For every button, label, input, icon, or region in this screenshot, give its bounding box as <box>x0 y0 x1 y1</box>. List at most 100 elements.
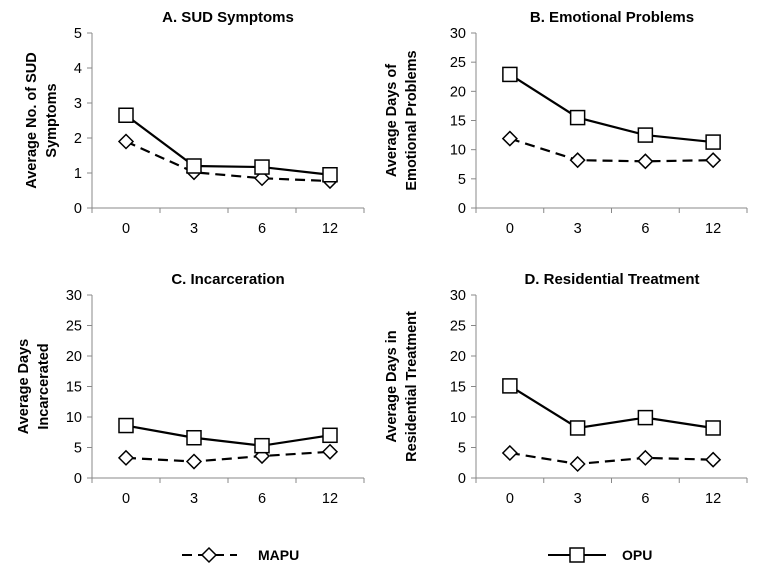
data-point-mapu <box>117 449 135 466</box>
y-tick-label: 0 <box>74 201 82 217</box>
y-tick-label: 5 <box>458 441 466 457</box>
y-tick-label: 3 <box>74 96 82 112</box>
data-point-mapu <box>117 133 135 150</box>
square-icon <box>569 547 585 563</box>
data-point-opu <box>118 417 134 434</box>
data-point-mapu <box>637 449 654 466</box>
legend-entry-mapu: MAPU <box>182 546 299 564</box>
y-tick-label: 1 <box>74 166 82 182</box>
chart-title: A. SUD Symptoms <box>162 9 294 26</box>
chart-panel-1: B. Emotional Problems Average Days of Emot… <box>384 9 748 237</box>
y-axis-label: Average Days of <box>384 64 400 177</box>
series-line-mapu <box>125 450 331 463</box>
chart-panels: A. SUD Symptoms Average No. of SUD Symptom… <box>16 9 748 507</box>
y-tick-label: 5 <box>74 441 82 457</box>
data-point-opu <box>186 429 202 446</box>
x-tick-label: 12 <box>322 491 338 507</box>
y-tick-label: 0 <box>458 471 466 487</box>
data-point-mapu <box>705 152 722 169</box>
data-point-mapu <box>569 152 586 169</box>
data-point-mapu <box>185 453 203 470</box>
legend-entry-opu: OPU <box>548 547 652 563</box>
y-tick-label: 25 <box>450 55 466 71</box>
data-point-opu <box>322 167 338 183</box>
series-line-opu <box>509 384 714 430</box>
data-point-opu <box>637 409 654 426</box>
chart-panel-0: A. SUD Symptoms Average No. of SUD Symptom… <box>24 9 365 237</box>
data-point-mapu <box>637 153 654 170</box>
y-axis-label: Emotional Problems <box>404 50 420 190</box>
x-tick-label: 12 <box>705 491 721 507</box>
series-line-mapu <box>125 140 331 183</box>
diamond-icon <box>200 546 218 564</box>
series-line-mapu <box>509 137 714 163</box>
data-point-opu <box>569 109 586 126</box>
x-tick-label: 6 <box>641 221 649 237</box>
y-tick-label: 15 <box>450 380 466 396</box>
data-point-opu <box>118 107 134 123</box>
y-axis-label: Average Days <box>16 339 32 434</box>
y-tick-label: 5 <box>74 26 82 42</box>
x-tick-label: 3 <box>190 221 198 237</box>
chart-panel-3: D. Residential Treatment Average Days in R… <box>384 271 748 507</box>
series-line-opu <box>125 114 331 176</box>
data-point-opu <box>569 420 586 436</box>
data-point-opu <box>254 437 270 454</box>
data-point-mapu <box>569 455 586 473</box>
chart-title: B. Emotional Problems <box>530 9 694 26</box>
series-line-opu <box>509 73 714 144</box>
data-point-opu <box>254 159 270 175</box>
chart-title: C. Incarceration <box>171 271 284 288</box>
y-tick-label: 5 <box>458 172 466 188</box>
chart-title: D. Residential Treatment <box>524 271 699 288</box>
y-tick-label: 25 <box>450 319 466 335</box>
data-point-mapu <box>501 444 518 462</box>
y-axis-label: Residential Treatment <box>404 311 420 462</box>
y-tick-label: 30 <box>66 288 82 304</box>
x-tick-label: 0 <box>506 491 514 507</box>
y-tick-label: 0 <box>74 471 82 487</box>
x-tick-label: 0 <box>122 221 130 237</box>
y-axis-label: Incarcerated <box>36 343 52 429</box>
x-tick-label: 12 <box>705 221 721 237</box>
y-axis-label: Symptoms <box>44 83 60 157</box>
x-tick-label: 12 <box>322 221 338 237</box>
y-tick-label: 20 <box>450 349 466 365</box>
x-tick-label: 0 <box>506 221 514 237</box>
x-tick-label: 0 <box>122 491 130 507</box>
legend-label-opu: OPU <box>622 547 652 563</box>
y-tick-label: 15 <box>66 380 82 396</box>
legend: MAPU OPU <box>182 546 652 564</box>
x-tick-label: 6 <box>258 491 266 507</box>
x-tick-label: 6 <box>641 491 649 507</box>
data-point-mapu <box>321 443 339 460</box>
y-tick-label: 4 <box>74 61 82 77</box>
x-tick-label: 3 <box>574 221 582 237</box>
y-tick-label: 10 <box>450 410 466 426</box>
y-axis-label: Average Days in <box>384 330 400 442</box>
y-tick-label: 0 <box>458 201 466 217</box>
y-tick-label: 15 <box>450 114 466 130</box>
y-tick-label: 25 <box>66 319 82 335</box>
y-tick-label: 30 <box>450 288 466 304</box>
data-point-mapu <box>705 451 722 468</box>
chart-panel-2: C. Incarceration Average Days Incarcerated… <box>16 271 365 507</box>
x-tick-label: 3 <box>574 491 582 507</box>
y-tick-label: 20 <box>66 349 82 365</box>
legend-label-mapu: MAPU <box>258 547 299 563</box>
series-line-opu <box>125 424 331 447</box>
y-tick-label: 2 <box>74 131 82 147</box>
data-point-opu <box>322 427 338 444</box>
x-tick-label: 6 <box>258 221 266 237</box>
data-point-opu <box>637 127 654 143</box>
series-line-mapu <box>509 451 714 466</box>
data-point-opu <box>502 66 518 83</box>
y-tick-label: 20 <box>450 84 466 100</box>
data-point-opu <box>186 158 202 174</box>
y-axis-label: Average No. of SUD <box>24 52 40 188</box>
data-point-opu <box>502 378 518 394</box>
y-tick-label: 10 <box>66 410 82 426</box>
x-tick-label: 3 <box>190 491 198 507</box>
y-tick-label: 10 <box>450 143 466 159</box>
